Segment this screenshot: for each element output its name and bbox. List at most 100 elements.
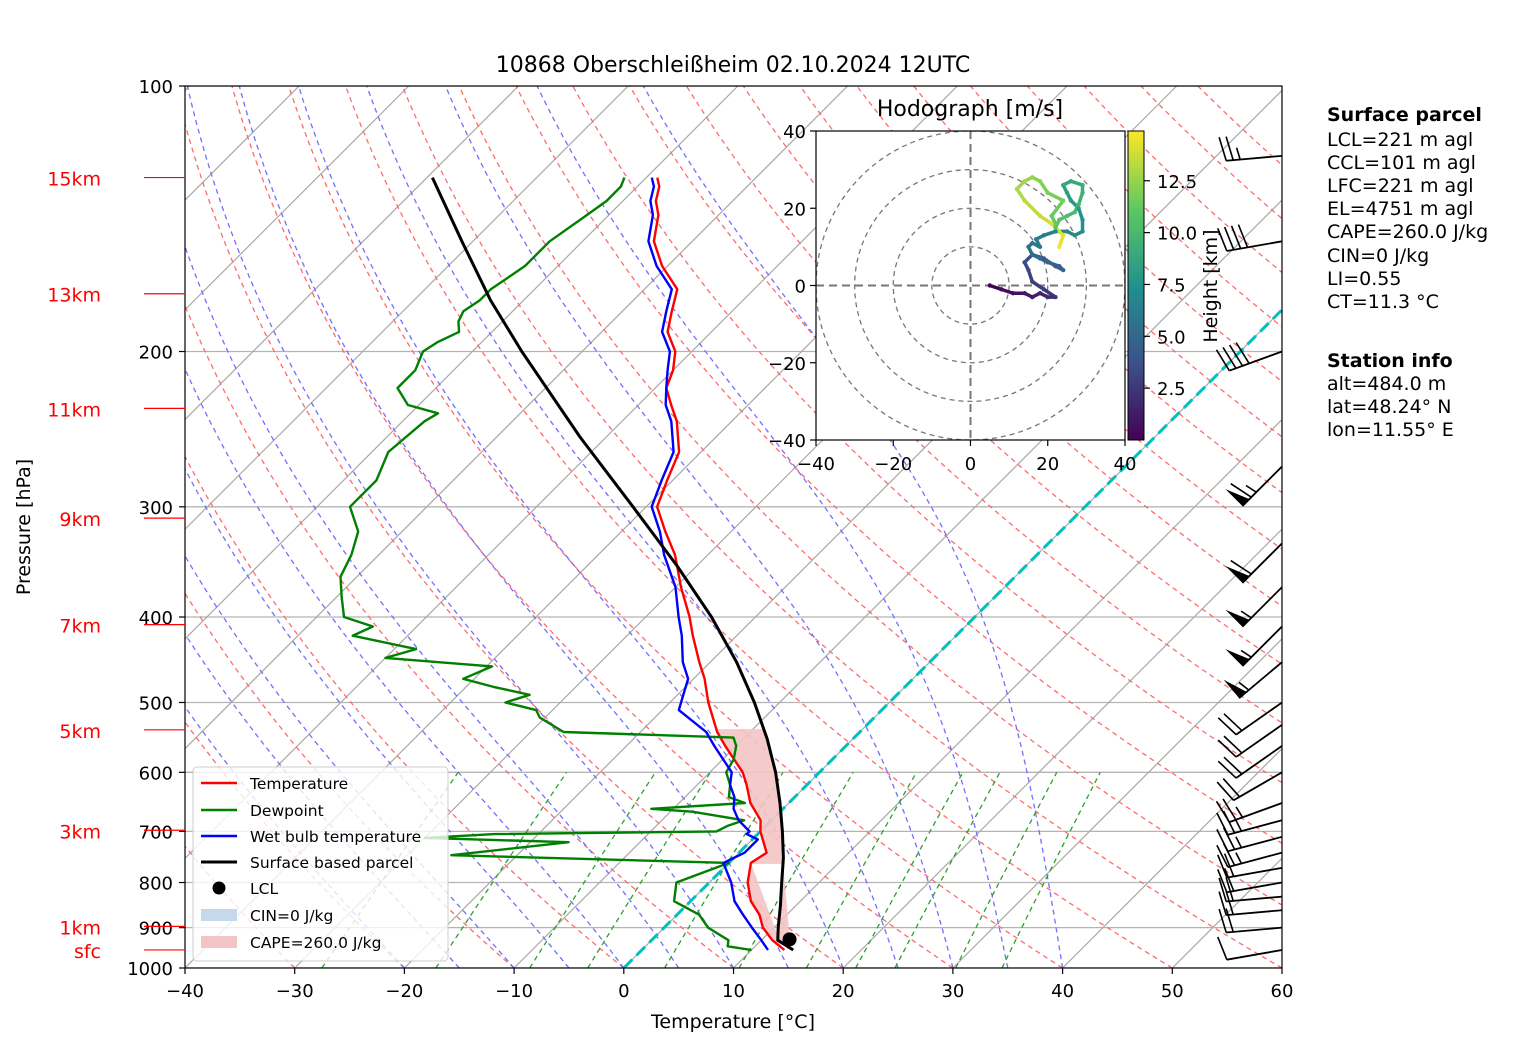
surface-parcel-line: LI=0.55 — [1327, 268, 1401, 290]
moist-adiabat — [536, 86, 1009, 968]
barb-flag — [1223, 853, 1235, 877]
hodograph-point — [1057, 263, 1062, 269]
legend-lcl-swatch — [212, 881, 226, 895]
wind-barb — [1217, 867, 1283, 894]
wind-barb — [1218, 890, 1283, 917]
surface-parcel-line: LCL=221 m agl — [1327, 129, 1473, 151]
cape-shading — [716, 729, 791, 949]
legend-temperature-label: Temperature — [249, 775, 348, 793]
hodograph-point — [1041, 256, 1047, 261]
barb-shaft — [1241, 586, 1283, 628]
chart-title: 10868 Oberschleißheim 02.10.2024 12UTC — [496, 53, 971, 78]
barb-shaft — [1229, 350, 1283, 372]
wetbulb-line — [647, 177, 769, 951]
barb-half-flag — [1235, 836, 1243, 849]
barb-flag — [1217, 854, 1228, 878]
barb-shaft — [1226, 895, 1283, 903]
hodograph-point — [1022, 291, 1027, 296]
hodograph-point — [1053, 229, 1058, 234]
x-tick-label: 40 — [1051, 981, 1074, 1002]
wind-barb — [1217, 936, 1283, 961]
hodograph-point — [1061, 198, 1066, 203]
barb-flag — [1218, 891, 1227, 916]
mixing-ratio-line — [894, 771, 1001, 968]
cape-area — [716, 729, 791, 949]
barb-flag — [1215, 800, 1231, 823]
barb-shaft — [1227, 835, 1283, 853]
wind-barb — [1217, 224, 1283, 252]
hodograph-point — [1030, 279, 1035, 284]
wind-barb — [1215, 342, 1283, 372]
hodograph-point — [1037, 256, 1043, 261]
x-tick-label: 30 — [941, 981, 964, 1002]
barb-flag — [1217, 760, 1237, 779]
barb-flag — [1230, 225, 1242, 249]
barb-shaft — [1226, 909, 1283, 917]
y-tick-label: 500 — [139, 693, 173, 714]
hodograph-colorbar — [1127, 130, 1145, 441]
y-tick-label: 400 — [139, 608, 173, 629]
hodograph-segment — [1030, 279, 1046, 292]
barb-flag — [1217, 936, 1228, 960]
barb-shaft — [1241, 465, 1283, 507]
barb-shaft — [1241, 625, 1283, 667]
hodograph-point — [1026, 267, 1031, 273]
hodograph-ring — [892, 207, 1049, 364]
height-label: 5km — [59, 721, 101, 743]
dry-adiabat — [185, 721, 405, 968]
isotherm-line — [185, 86, 410, 311]
height-label: 11km — [47, 399, 101, 421]
hodograph-point — [1072, 209, 1077, 215]
wind-barb — [1225, 542, 1283, 584]
hodograph-point — [1053, 263, 1058, 269]
barb-pennant — [1225, 489, 1250, 507]
isotherm-line — [185, 86, 849, 750]
legend: Temperature Dewpoint Wet bulb temperatur… — [192, 766, 449, 962]
barb-shaft — [1241, 542, 1283, 584]
station-info-line: lat=48.24° N — [1327, 396, 1451, 418]
wind-barb — [1225, 465, 1283, 507]
x-tick-label: −30 — [276, 981, 314, 1002]
x-tick-label: −10 — [495, 981, 533, 1002]
surface-parcel-line: EL=4751 m agl — [1327, 198, 1473, 220]
hodograph-point — [1041, 287, 1047, 292]
hodograph-title: Hodograph [m/s] — [877, 97, 1063, 122]
colorbar-tick-label: 12.5 — [1157, 172, 1197, 193]
barb-flag — [1223, 226, 1235, 251]
barb-flag — [1216, 781, 1235, 801]
dry-adiabat — [288, 86, 1063, 968]
barb-half-flag — [1235, 806, 1244, 818]
hodograph-point — [1030, 294, 1035, 300]
hodograph-point — [1030, 240, 1035, 246]
barb-shaft — [1235, 724, 1283, 758]
dry-adiabat — [401, 86, 1282, 968]
colorbar-label: Height [km] — [1200, 229, 1222, 342]
height-label: 1km — [59, 917, 101, 939]
hodograph-point — [1022, 260, 1027, 265]
barb-flag — [1237, 224, 1249, 248]
surface-parcel-heading: Surface parcel — [1327, 104, 1482, 126]
barb-flag — [1218, 908, 1227, 933]
barb-flag — [1216, 812, 1229, 836]
height-label: sfc — [74, 941, 101, 963]
isotherm-line — [185, 86, 739, 640]
barb-shaft — [1226, 949, 1283, 961]
barb-shaft — [1227, 851, 1283, 869]
hodograph-x-tick-label: 0 — [965, 454, 976, 475]
wind-barb — [1218, 908, 1283, 934]
mixing-ratio-line — [855, 771, 964, 968]
hodograph-point — [1068, 179, 1074, 184]
hodograph-point — [1080, 217, 1085, 223]
barb-flag — [1217, 739, 1237, 758]
hodograph-x-tick-label: 40 — [1114, 454, 1137, 475]
barb-flag — [1230, 483, 1252, 498]
x-tick-label: −20 — [385, 981, 423, 1002]
surface-parcel-line: CCL=101 m agl — [1327, 152, 1476, 174]
surface-parcel-panel: Surface parcel LCL=221 m agl CCL=101 m a… — [1327, 104, 1488, 313]
hodograph-point — [1022, 198, 1027, 203]
hodograph-y-tick-label: −20 — [768, 354, 806, 375]
barb-half-flag — [1240, 610, 1252, 619]
hodograph-segment — [1046, 191, 1065, 203]
legend-dewpoint-label: Dewpoint — [250, 802, 324, 820]
